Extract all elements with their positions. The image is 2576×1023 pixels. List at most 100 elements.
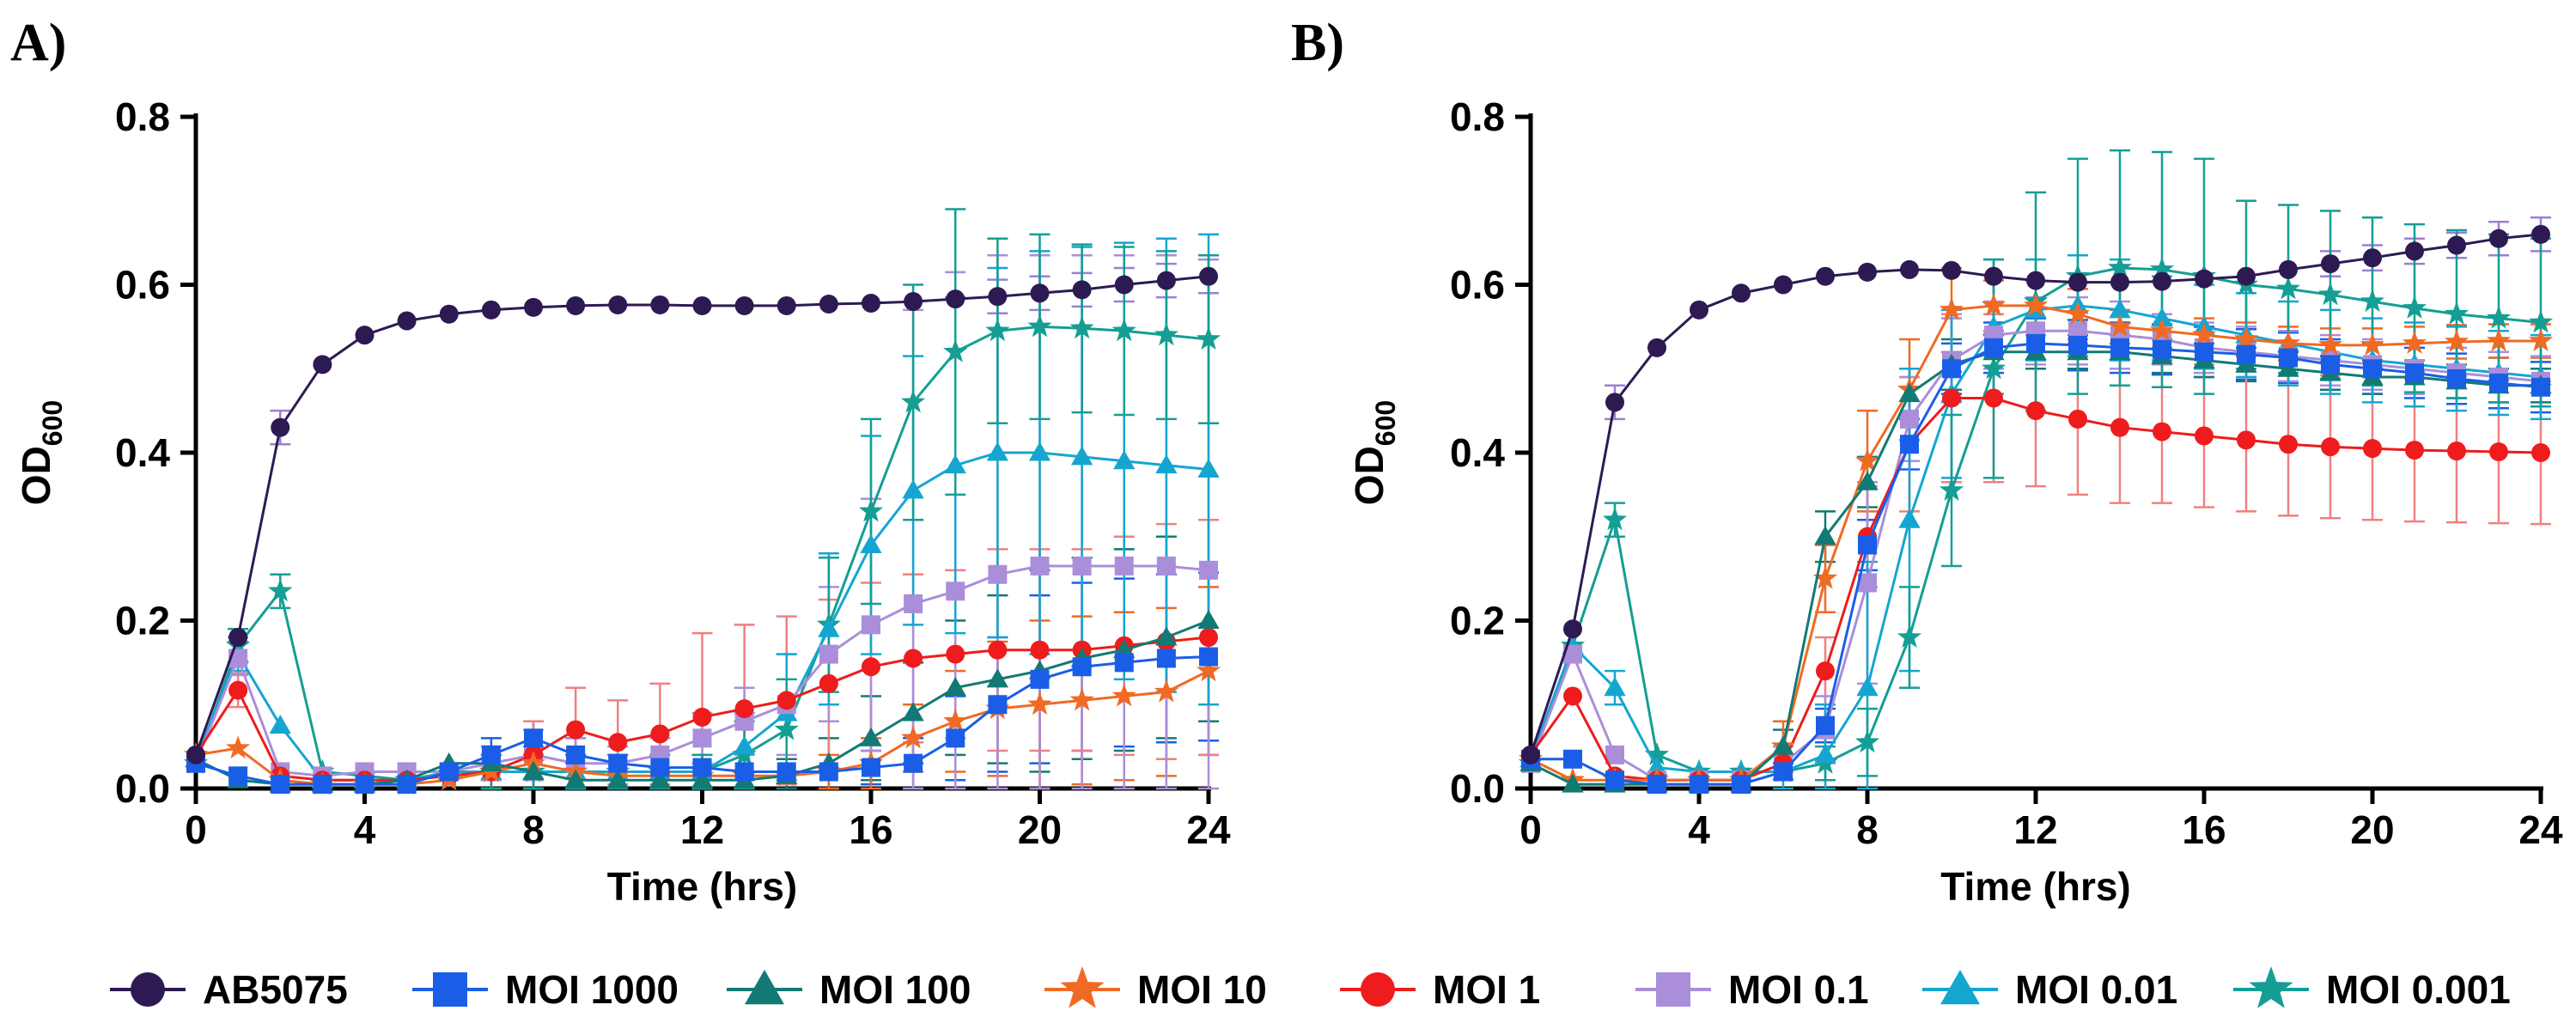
data-point-moi-1000 xyxy=(397,775,417,795)
data-point-moi-10 xyxy=(2107,314,2133,338)
data-point-ab5075 xyxy=(1199,266,1218,286)
data-point-moi-0-001 xyxy=(2444,301,2469,325)
y-tick-label: 0.0 xyxy=(115,766,170,811)
data-point-moi-0-1 xyxy=(1156,556,1176,575)
legend-marker-moi-1000 xyxy=(433,972,467,1007)
data-point-moi-1 xyxy=(1030,640,1050,660)
data-point-moi-1000 xyxy=(1816,715,1835,735)
data-point-moi-100 xyxy=(606,769,629,789)
data-point-moi-0-001 xyxy=(985,318,1010,342)
data-point-ab5075 xyxy=(2321,254,2340,274)
data-point-moi-0-01 xyxy=(860,533,882,554)
data-point-moi-0-1 xyxy=(1114,556,1134,575)
data-point-moi-10 xyxy=(1854,448,1880,472)
legend-label: MOI 0.01 xyxy=(2015,967,2177,1012)
data-point-ab5075 xyxy=(1732,283,1751,303)
legend-item-moi-0-1: MOI 0.1 xyxy=(1635,967,1869,1012)
data-point-moi-1000 xyxy=(1563,749,1582,769)
data-point-moi-1000 xyxy=(1858,535,1877,555)
data-point-ab5075 xyxy=(1900,259,1919,279)
data-point-moi-0-01 xyxy=(986,441,1009,461)
data-point-moi-1000 xyxy=(524,728,543,748)
data-point-ab5075 xyxy=(228,628,248,648)
y-tick-label: 0.8 xyxy=(115,94,170,139)
legend-marker-moi-0-01 xyxy=(1940,970,1980,1005)
data-point-moi-1 xyxy=(1984,388,2003,408)
x-tick-label: 16 xyxy=(849,807,892,852)
x-tick-label: 0 xyxy=(1519,807,1542,852)
data-point-moi-1 xyxy=(1199,628,1218,648)
data-point-moi-100 xyxy=(1562,773,1584,793)
data-point-ab5075 xyxy=(692,295,712,315)
x-tick-label: 24 xyxy=(1186,807,1231,852)
data-point-ab5075 xyxy=(2531,224,2550,244)
data-point-moi-0-001 xyxy=(2275,276,2301,300)
data-point-moi-10 xyxy=(2402,331,2427,354)
data-point-ab5075 xyxy=(1774,275,1793,295)
data-point-moi-10 xyxy=(1981,293,2007,316)
data-point-moi-1000 xyxy=(2447,368,2466,388)
data-point-moi-0-001 xyxy=(2528,309,2554,333)
data-point-moi-100 xyxy=(986,668,1009,688)
y-tick-label: 0.2 xyxy=(115,599,170,643)
data-point-moi-1000 xyxy=(2405,363,2424,383)
data-point-moi-1000 xyxy=(2153,339,2171,359)
data-point-moi-0-1 xyxy=(988,564,1008,584)
data-point-moi-1000 xyxy=(1030,669,1050,689)
data-point-moi-10 xyxy=(2191,322,2217,346)
data-point-moi-1000 xyxy=(819,762,838,782)
data-point-ab5075 xyxy=(1156,271,1176,290)
data-point-moi-100 xyxy=(1155,626,1178,646)
data-point-moi-0-001 xyxy=(1939,478,1964,501)
data-point-ab5075 xyxy=(1690,300,1708,320)
data-point-ab5075 xyxy=(1563,619,1582,639)
data-point-ab5075 xyxy=(1072,280,1092,300)
data-point-ab5075 xyxy=(2489,228,2508,248)
data-point-moi-0-1 xyxy=(2068,321,2087,341)
legend-item-ab5075: AB5075 xyxy=(110,967,348,1012)
data-point-moi-0-1 xyxy=(819,644,838,664)
x-tick-label: 20 xyxy=(2350,807,2394,852)
data-point-moi-100 xyxy=(1856,471,1879,490)
data-point-moi-100 xyxy=(1772,735,1794,755)
data-point-moi-1000 xyxy=(692,758,712,777)
data-point-moi-1000 xyxy=(566,745,586,764)
data-point-moi-10 xyxy=(2444,329,2469,352)
data-point-moi-1000 xyxy=(2363,359,2382,379)
data-point-moi-0-001 xyxy=(1196,326,1221,350)
data-point-moi-0-001 xyxy=(2360,289,2385,313)
data-point-moi-1000 xyxy=(2489,373,2508,393)
series-moi-1000 xyxy=(186,647,1218,795)
data-point-moi-0-001 xyxy=(1981,356,2007,380)
data-point-moi-1000 xyxy=(1984,338,2003,357)
x-tick-label: 24 xyxy=(2518,807,2563,852)
x-tick-label: 20 xyxy=(1018,807,1062,852)
data-point-moi-1 xyxy=(946,644,965,664)
data-point-moi-1000 xyxy=(2321,355,2340,374)
data-point-ab5075 xyxy=(2405,241,2424,261)
data-point-moi-1000 xyxy=(1732,775,1751,795)
data-point-moi-1 xyxy=(2447,441,2466,461)
data-point-moi-0-01 xyxy=(818,618,840,637)
y-axis-title: OD600 xyxy=(1347,400,1401,505)
data-point-moi-0-001 xyxy=(2486,305,2512,329)
data-point-ab5075 xyxy=(2447,235,2466,255)
data-point-moi-100 xyxy=(902,702,924,722)
data-point-moi-0-01 xyxy=(1028,441,1051,461)
data-point-moi-1000 xyxy=(439,762,459,782)
data-point-moi-0-001 xyxy=(268,578,293,602)
y-axis-title-subscript: 600 xyxy=(1370,400,1401,446)
legend-item-moi-0-01: MOI 0.01 xyxy=(1922,967,2177,1012)
data-point-moi-0-01 xyxy=(1856,677,1879,697)
data-point-moi-0-01 xyxy=(1604,677,1626,697)
data-point-moi-1000 xyxy=(1114,653,1134,673)
data-point-moi-10 xyxy=(1154,679,1178,703)
data-point-moi-1000 xyxy=(271,775,290,795)
y-tick-label: 0.6 xyxy=(1450,263,1505,308)
data-point-moi-1 xyxy=(2279,435,2298,454)
data-point-ab5075 xyxy=(2237,266,2256,286)
data-point-moi-100 xyxy=(1197,609,1220,629)
data-point-moi-0-001 xyxy=(1644,742,1670,765)
data-point-moi-1 xyxy=(776,691,796,710)
